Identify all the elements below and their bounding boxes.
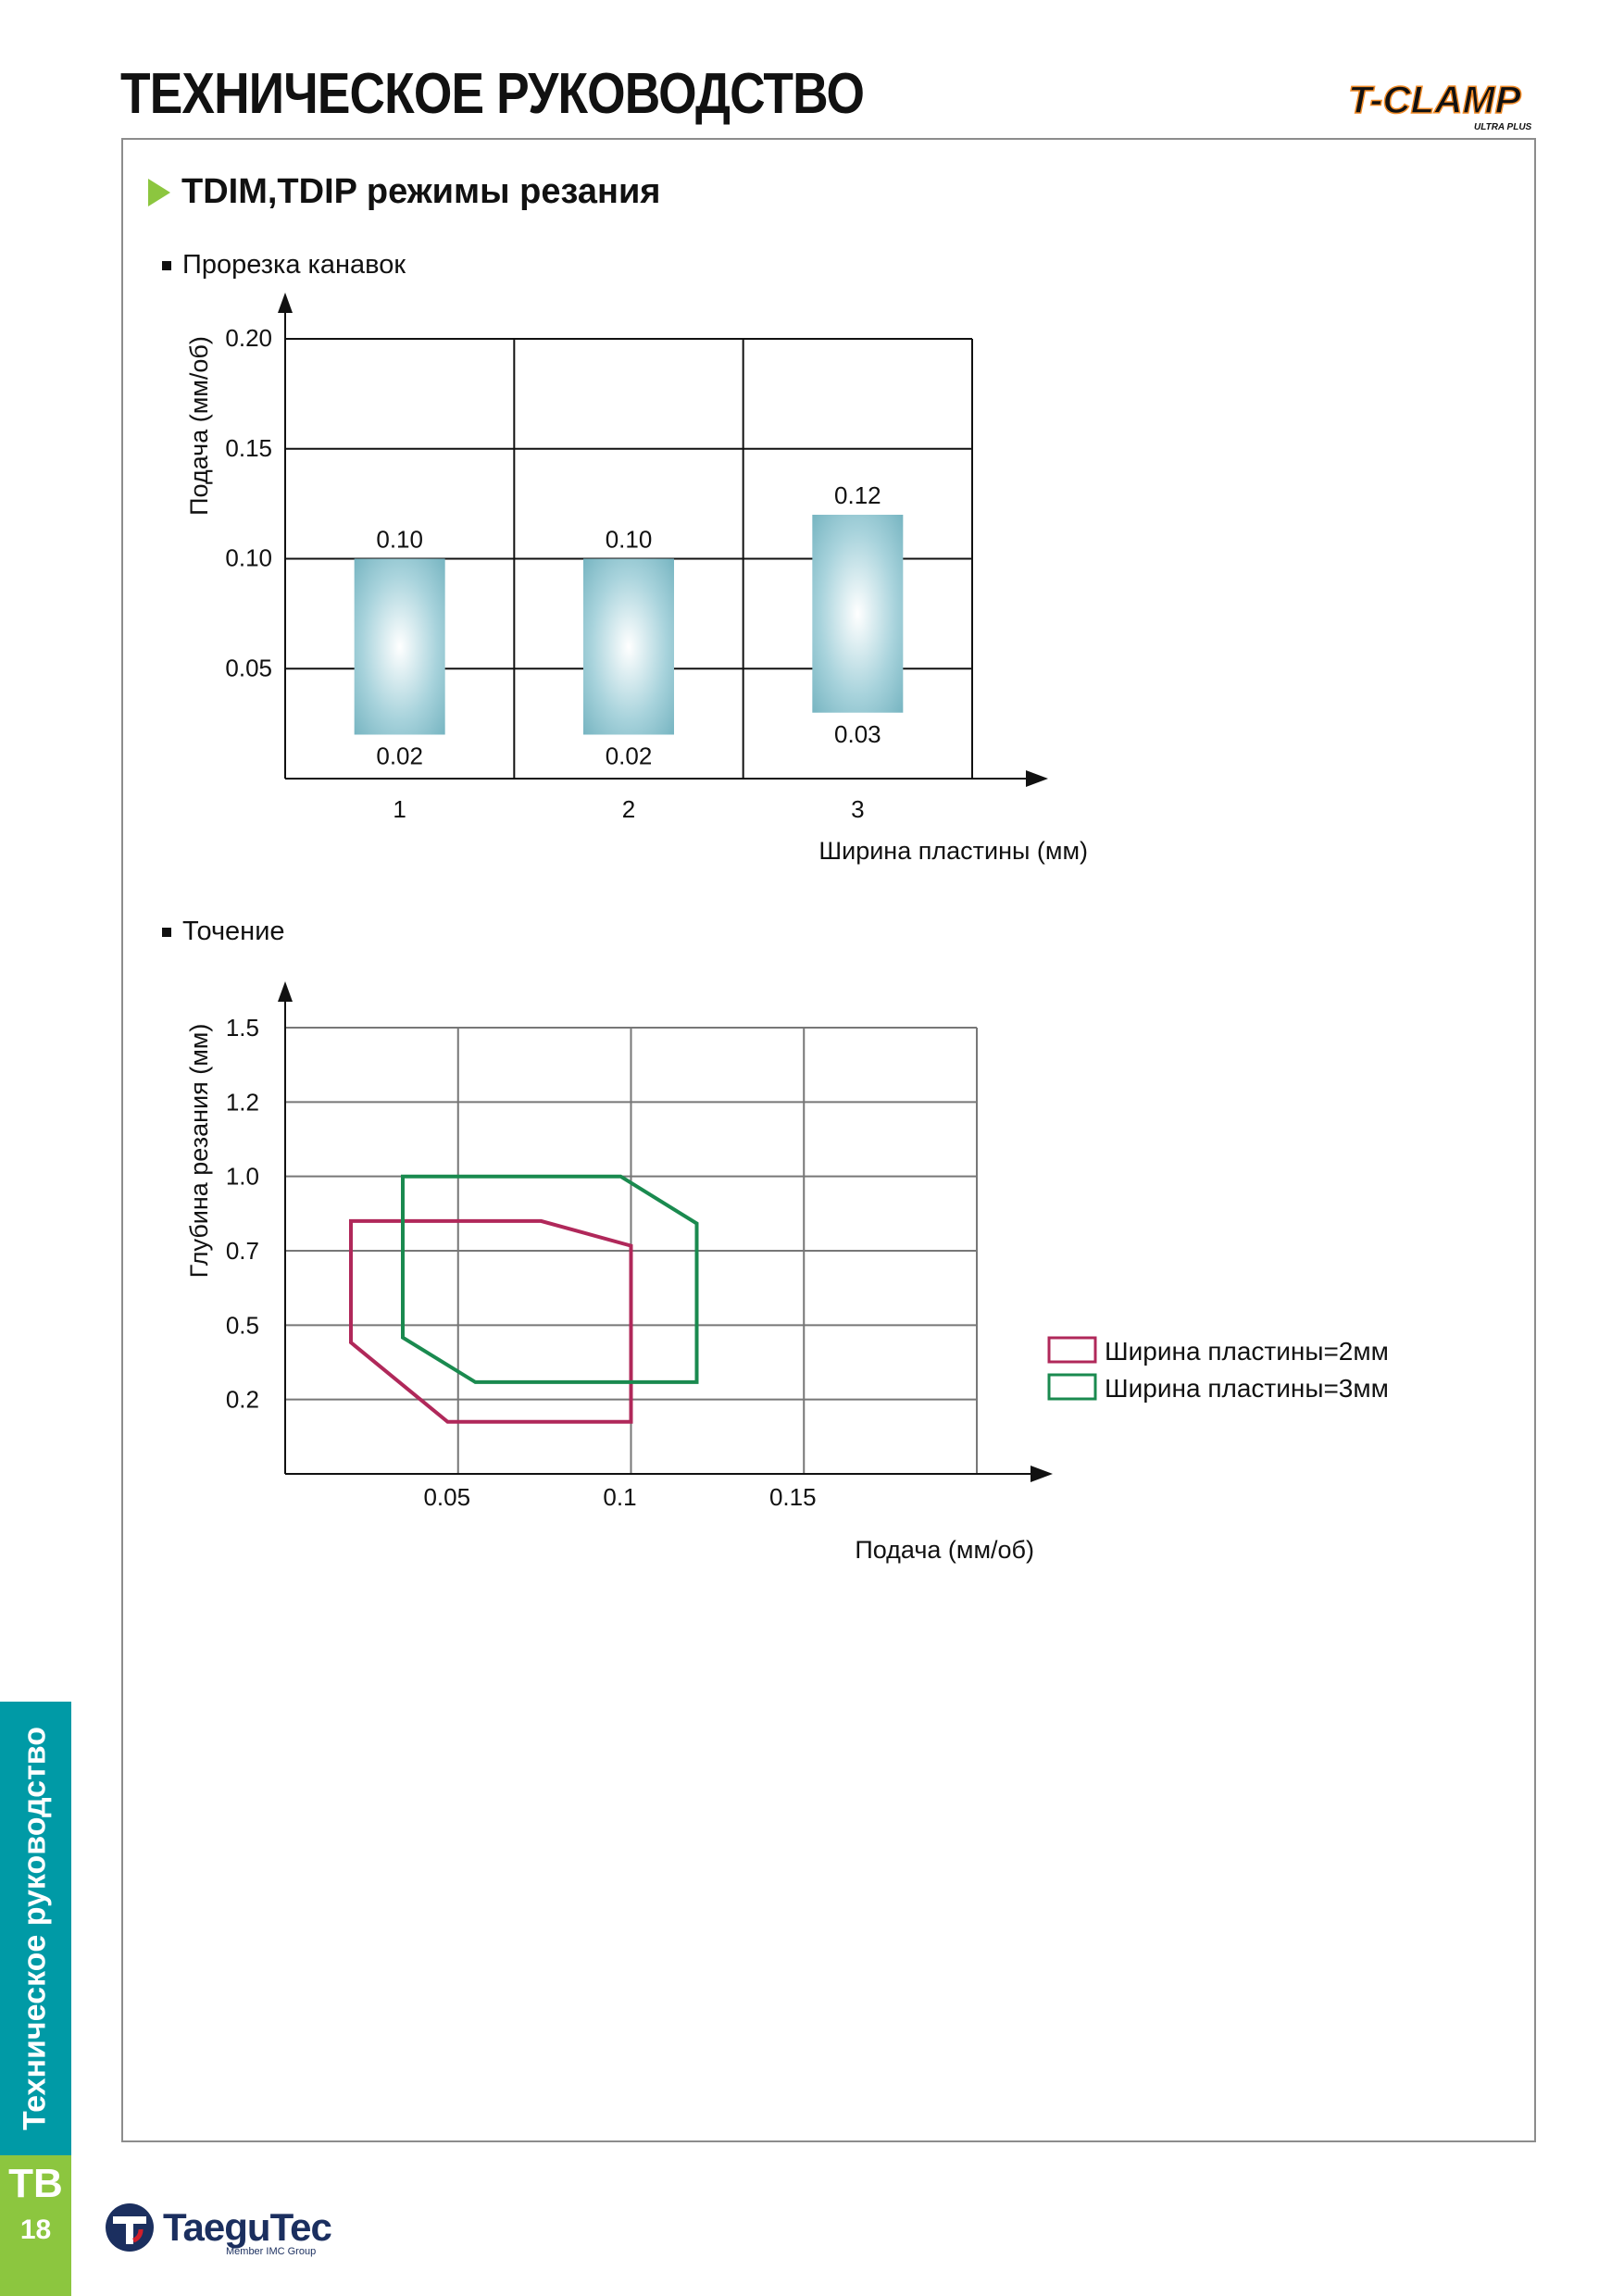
y-tick-label: 1.0 — [226, 1163, 259, 1191]
range-bar — [354, 558, 445, 735]
y-axis-title: Подача (мм/об) — [185, 336, 213, 516]
x-axis-arrow-icon — [1031, 1466, 1053, 1482]
page-number: 18 — [19, 2215, 52, 2245]
bar-max-label: 0.12 — [834, 481, 881, 509]
legend-label: Ширина пластины=2мм — [1105, 1337, 1389, 1366]
turning-heading-text: Точение — [182, 917, 285, 946]
x-tick-label: 1 — [393, 795, 406, 823]
y-tick-label: 0.5 — [226, 1311, 259, 1339]
bar-max-label: 0.10 — [606, 526, 653, 554]
series-region-1 — [349, 1218, 633, 1424]
y-tick-label: 0.05 — [225, 654, 272, 681]
y-axis-arrow-icon — [278, 981, 293, 1002]
side-tab-label: Техническое руководство — [17, 1727, 53, 2130]
y-axis-title: Глубина резания (мм) — [185, 1024, 213, 1279]
x-axis-title: Подача (мм/об) — [855, 1536, 1034, 1564]
tab-code: TB — [8, 2161, 63, 2206]
bar-max-label: 0.10 — [376, 526, 423, 554]
y-tick-label: 0.15 — [225, 434, 272, 462]
y-tick-label: 0.20 — [225, 324, 272, 352]
y-axis-arrow-icon — [278, 293, 293, 313]
x-tick-label: 0.15 — [769, 1483, 817, 1511]
company-name: TaeguTec — [163, 2205, 332, 2249]
y-tick-label: 0.10 — [225, 544, 272, 572]
bar-min-label: 0.03 — [834, 720, 881, 748]
legend-label: Ширина пластины=3мм — [1105, 1374, 1389, 1403]
x-axis-title: Ширина пластины (мм) — [818, 837, 1088, 865]
bar-min-label: 0.02 — [606, 742, 653, 770]
brand-logo: T-CLAMP ULTRA PLUS — [1347, 77, 1532, 132]
content-frame — [121, 138, 1536, 2142]
range-bar — [583, 558, 674, 735]
section-heading-text: TDIM,TDIP режимы резания — [181, 172, 661, 211]
legend-swatch — [1047, 1336, 1097, 1364]
x-tick-label: 2 — [622, 795, 635, 823]
range-bar — [812, 515, 904, 713]
legend-swatch — [1047, 1373, 1097, 1401]
brand-subtitle: ULTRA PLUS — [1474, 122, 1532, 132]
footer-logo: TaeguTec Member IMC Group — [104, 2202, 332, 2257]
brand-name: T-CLAMP — [1348, 78, 1522, 121]
grooving-chart: 0.05 0.10 0.15 0.20 0.10 0.02 1 0.10 0.02 2 0.12 0.… — [185, 293, 1088, 865]
x-tick-label: 0.1 — [603, 1483, 636, 1511]
y-tick-label: 0.2 — [226, 1386, 259, 1414]
x-tick-label: 0.05 — [423, 1483, 470, 1511]
square-bullet-icon — [162, 927, 171, 937]
x-axis-arrow-icon — [1026, 770, 1048, 787]
tab-code-box — [0, 2155, 71, 2296]
page-title: ТЕХНИЧЕСКОЕ РУКОВОДСТВО — [120, 62, 865, 126]
bar-min-label: 0.02 — [376, 742, 423, 770]
triangle-bullet-icon — [148, 178, 170, 206]
grooving-heading-text: Прорезка канавок — [182, 250, 406, 280]
square-bullet-icon — [162, 260, 171, 270]
turning-heading: Точение — [162, 917, 285, 947]
company-member: Member IMC Group — [226, 2246, 317, 2257]
turning-chart: 0.2 0.5 0.7 1.0 1.2 1.5 0.05 0.1 0.15 Ширина плас… — [185, 981, 1389, 1564]
section-heading: TDIM,TDIP режимы резания — [148, 172, 660, 212]
x-tick-label: 3 — [851, 795, 864, 823]
y-tick-label: 0.7 — [226, 1237, 259, 1265]
taegutec-emblem-icon — [106, 2203, 154, 2252]
series-region-2 — [401, 1174, 699, 1384]
y-tick-label: 1.2 — [226, 1088, 259, 1116]
side-tab — [0, 1702, 71, 2155]
y-tick-label: 1.5 — [226, 1014, 259, 1042]
grooving-heading: Прорезка канавок — [162, 250, 406, 281]
